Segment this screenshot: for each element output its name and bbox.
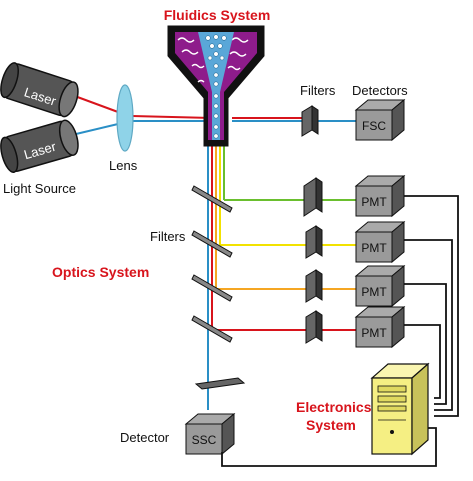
ssc-detector [184, 412, 236, 456]
channel-filter-3 [305, 269, 323, 303]
pmt-2-label: PMT [361, 241, 387, 255]
detector-label: Detector [120, 430, 170, 445]
lens-shape [116, 84, 134, 152]
laser2-beam [75, 123, 119, 135]
channel-filter-2 [305, 225, 323, 259]
computer-tower [370, 362, 430, 456]
cable-pmt-1 [404, 195, 459, 417]
splitters [191, 185, 233, 343]
channel-filters [303, 177, 323, 344]
laser-2 [0, 119, 79, 173]
ssc-label: SSC [192, 433, 217, 447]
fsc-detector [354, 98, 406, 142]
beam-lines [71, 94, 356, 410]
pmt-1-label: PMT [361, 195, 387, 209]
electronics-label-line2: System [306, 417, 356, 433]
splitter-3 [191, 274, 233, 302]
filters-mid-label: Filters [150, 229, 186, 244]
pmt-box-1 [354, 174, 406, 218]
splitter-1 [191, 185, 233, 213]
red-beam-to-cell [131, 115, 213, 119]
fsc-label: FSC [362, 119, 386, 133]
fluidics-system-label: Fluidics System [164, 7, 271, 23]
pmt-box-3 [354, 264, 406, 308]
cable-pmt-3 [404, 283, 447, 405]
channel-filter-4 [305, 310, 323, 344]
cable-pmt-4 [404, 324, 441, 399]
electronics-label-line1: Electronics [296, 399, 372, 415]
pmt-4-label: PMT [361, 326, 387, 340]
ssc-filter [194, 377, 246, 390]
cable-ssc [221, 427, 437, 467]
pmt-3-label: PMT [361, 285, 387, 299]
filters-top-label: Filters [300, 83, 336, 98]
lens-label: Lens [109, 158, 138, 173]
optics-system-label: Optics System [52, 264, 149, 280]
cable-pmt-2 [404, 239, 453, 411]
pmt-cables [404, 195, 459, 417]
splitter-2 [191, 230, 233, 258]
laser1-beam [71, 94, 119, 113]
pmt-box-4 [354, 305, 406, 349]
fluidics-funnel [167, 25, 265, 147]
laser-1 [0, 62, 79, 118]
pmt-boxes [354, 174, 406, 349]
light-source-label: Light Source [3, 181, 76, 196]
splitter-4 [191, 315, 233, 343]
pmt-box-2 [354, 220, 406, 264]
fsc-filter [301, 105, 319, 137]
channel-filter-1 [303, 177, 323, 217]
detectors-label: Detectors [352, 83, 408, 98]
